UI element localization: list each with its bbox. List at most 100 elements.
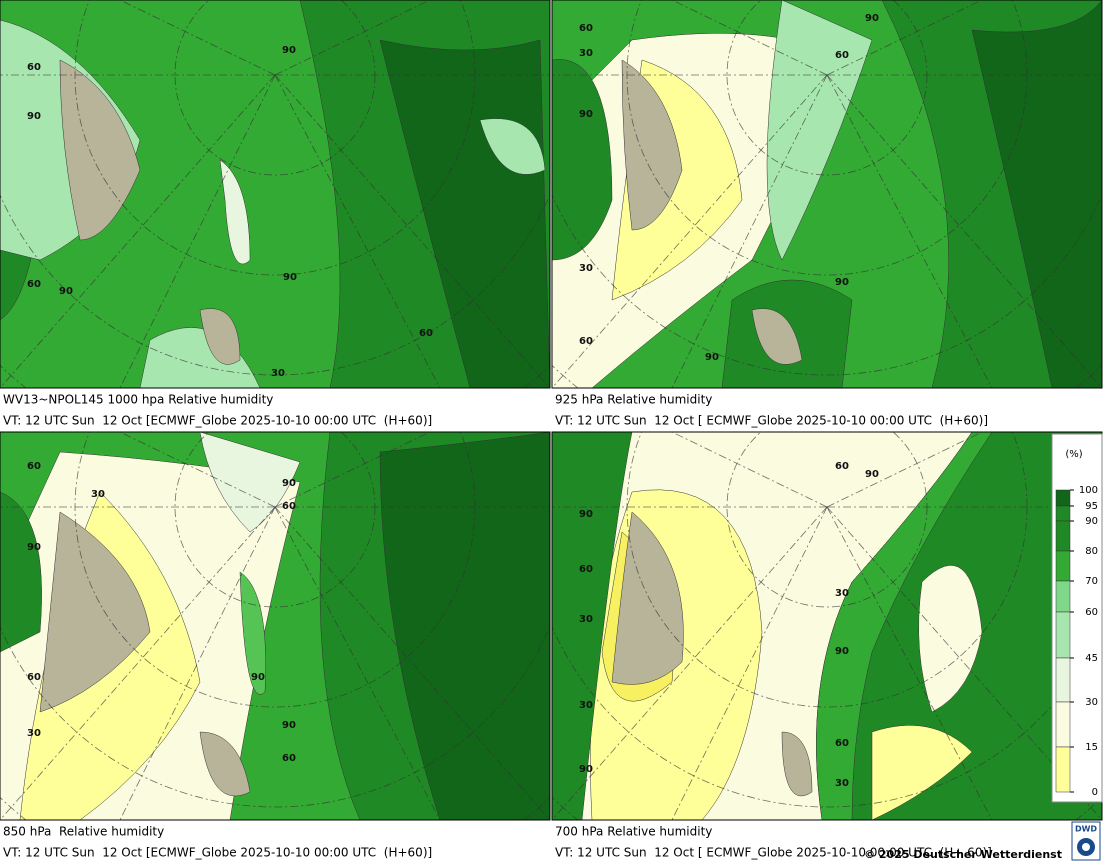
- graticule: [119, 432, 276, 508]
- map-panel: 60 90 90 60 30 30 90 30 90 60 30 700 hPa Relative h…: [551, 431, 1103, 860]
- contour-label: 60: [282, 753, 296, 764]
- humidity-area: [39, 511, 151, 713]
- panel-valid-time: VT: 12 UTC Sun 12 Oct [ ECMWF_Globe 2025…: [555, 414, 988, 428]
- humidity-area: [0, 491, 42, 653]
- legend-swatch: [1055, 746, 1071, 793]
- panel-title: 925 hPa Relative humidity: [555, 393, 712, 407]
- map-frame: [0, 0, 551, 389]
- graticule: [119, 506, 276, 820]
- legend-label: 95: [1085, 501, 1098, 512]
- graticule: [552, 625, 1102, 808]
- map-panel: 60 30 90 60 90 60 90 90 60 30 850 hPa Relative hum…: [0, 431, 551, 860]
- legend: (%) 100 95 90 80 70 60 45 30 15 0: [1051, 433, 1103, 803]
- graticule: [0, 193, 550, 376]
- contour-label: 60: [27, 461, 41, 472]
- contour-label: 30: [579, 263, 593, 274]
- contour-label: 60: [27, 62, 41, 73]
- contour-label: 30: [579, 614, 593, 625]
- panel-title: WV13~NPOL145 1000 hpa Relative humidity: [3, 393, 273, 407]
- graticule: [552, 506, 828, 820]
- graticule: [552, 74, 828, 388]
- contour-label: 90: [865, 469, 879, 480]
- contour-label: 30: [835, 778, 849, 789]
- graticule: [671, 0, 828, 76]
- legend-swatch: [1055, 489, 1071, 507]
- humidity-area: [239, 571, 266, 695]
- logo: DWD: [1075, 825, 1097, 834]
- graticule: [274, 506, 550, 820]
- contour-label: 90: [835, 646, 849, 657]
- contour-label: 90: [27, 542, 41, 553]
- map-frame: [0, 431, 551, 821]
- humidity-area: [751, 308, 803, 365]
- humidity-area: [781, 731, 813, 797]
- copyright: © 2025 Deutscher Wetterdienst: [864, 848, 1062, 861]
- contour-label: 30: [835, 588, 849, 599]
- contour-label: 60: [282, 501, 296, 512]
- humidity-area: [479, 118, 546, 175]
- graticule: [671, 432, 828, 508]
- graticule: [826, 0, 983, 76]
- graticule: [274, 74, 550, 388]
- panel-title: 700 hPa Relative humidity: [555, 825, 712, 839]
- contour-label: 90: [835, 277, 849, 288]
- humidity-area: [611, 511, 684, 685]
- legend-label: 60: [1085, 607, 1098, 618]
- contour-label: 90: [865, 13, 879, 24]
- contour-label: 30: [271, 368, 285, 379]
- contour-label: 60: [579, 336, 593, 347]
- graticule: [0, 506, 276, 820]
- graticule: [826, 506, 993, 820]
- humidity-area: [816, 432, 993, 820]
- contour-label: 90: [579, 764, 593, 775]
- legend-label: 80: [1085, 546, 1098, 557]
- map-frame: [551, 0, 1103, 389]
- map: 60 90 90 60 30 30 90 30 90 60 30: [552, 432, 1102, 820]
- contour-label: 30: [91, 489, 105, 500]
- graticule: [826, 432, 983, 508]
- contour-label: 60: [419, 328, 433, 339]
- contour-label: 90: [282, 478, 296, 489]
- graticule: [826, 74, 993, 388]
- legend-swatch: [1055, 580, 1071, 613]
- contour-label: 90: [705, 352, 719, 363]
- humidity-area: [59, 59, 141, 241]
- contour-label: 60: [835, 50, 849, 61]
- humidity-area: [971, 0, 1102, 388]
- legend-label: 45: [1085, 653, 1098, 664]
- humidity-area: [199, 731, 251, 797]
- contour-label: 90: [282, 720, 296, 731]
- contour-label: 60: [27, 672, 41, 683]
- humidity-area: [379, 432, 550, 820]
- humidity-area: [219, 159, 251, 265]
- graticule: [119, 0, 276, 76]
- legend-label: 70: [1085, 576, 1098, 587]
- legend-label: 15: [1085, 742, 1098, 753]
- humidity-area: [871, 725, 973, 820]
- graticule: [826, 74, 1102, 388]
- legend-swatch: [1055, 505, 1071, 522]
- legend-label: 100: [1079, 485, 1098, 496]
- logo-mark: [1082, 843, 1090, 851]
- legend-swatch: [1055, 611, 1071, 659]
- humidity-area: [199, 308, 241, 365]
- contour-label: 60: [835, 461, 849, 472]
- panel-valid-time: VT: 12 UTC Sun 12 Oct [ECMWF_Globe 2025-…: [3, 414, 432, 428]
- contour-label: 60: [27, 279, 41, 290]
- contour-label: 90: [579, 509, 593, 520]
- humidity-area: [552, 59, 613, 261]
- graticule: [274, 506, 441, 820]
- contour-label: 60: [835, 738, 849, 749]
- graticule: [671, 506, 828, 820]
- legend-label: 30: [1085, 697, 1098, 708]
- legend-swatch: [1055, 550, 1071, 582]
- map: 90 60 90 90 60 90 30 60: [0, 0, 550, 388]
- graticule: [0, 74, 276, 388]
- legend-label: 90: [1085, 516, 1098, 527]
- panel-title: 850 hPa Relative humidity: [3, 825, 164, 839]
- humidity-area: [918, 565, 983, 713]
- panel-valid-time: VT: 12 UTC Sun 12 Oct [ ECMWF_Globe 2025…: [555, 846, 992, 860]
- map: 60 30 60 90 90 30 90 60 90: [552, 0, 1102, 388]
- legend-label: 0: [1092, 787, 1098, 798]
- graticule: [552, 193, 1102, 376]
